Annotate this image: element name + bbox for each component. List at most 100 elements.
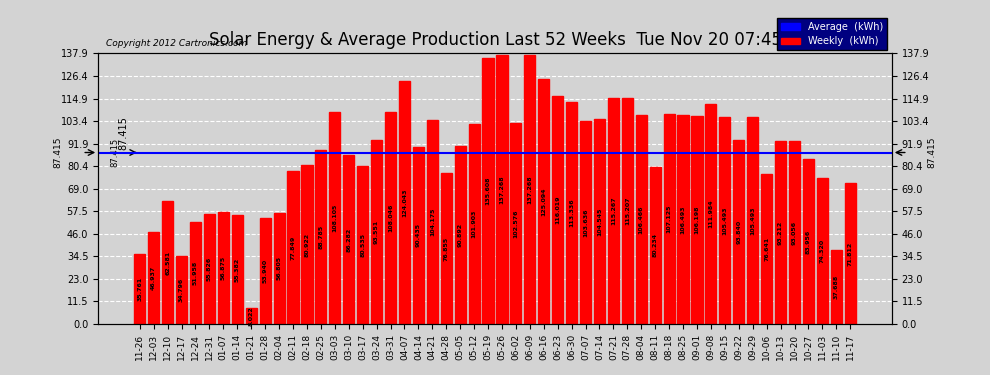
Text: 107.125: 107.125: [666, 205, 671, 233]
Bar: [176, 256, 187, 324]
Text: 37.688: 37.688: [834, 275, 839, 299]
Text: 137.268: 137.268: [528, 175, 533, 204]
Text: 104.545: 104.545: [597, 207, 602, 236]
Text: 90.892: 90.892: [457, 223, 462, 247]
Bar: [636, 115, 646, 324]
Bar: [287, 171, 299, 324]
Bar: [649, 166, 660, 324]
Bar: [385, 112, 396, 324]
Text: 93.551: 93.551: [374, 220, 379, 245]
Bar: [677, 115, 689, 324]
Bar: [525, 55, 536, 324]
Bar: [510, 123, 522, 324]
Bar: [789, 141, 800, 324]
Legend: Average  (kWh), Weekly  (kWh): Average (kWh), Weekly (kWh): [777, 18, 887, 50]
Bar: [844, 183, 855, 324]
Text: 87.415: 87.415: [928, 137, 937, 168]
Text: 108.046: 108.046: [388, 204, 393, 232]
Text: 106.466: 106.466: [639, 206, 644, 234]
Text: 105.493: 105.493: [750, 206, 755, 235]
Bar: [608, 98, 619, 324]
Text: 106.493: 106.493: [680, 205, 685, 234]
Text: 56.875: 56.875: [221, 256, 226, 280]
Text: 77.849: 77.849: [290, 236, 295, 260]
Bar: [259, 218, 270, 324]
Text: 76.855: 76.855: [444, 237, 448, 261]
Text: 137.268: 137.268: [500, 175, 505, 204]
Bar: [413, 147, 424, 324]
Text: 87.415: 87.415: [119, 116, 129, 150]
Bar: [273, 213, 285, 324]
Bar: [552, 96, 563, 324]
Text: 115.267: 115.267: [611, 196, 616, 225]
Bar: [691, 116, 703, 324]
Bar: [705, 104, 717, 324]
Text: 87.415: 87.415: [53, 137, 62, 168]
Bar: [734, 140, 744, 324]
Text: 34.796: 34.796: [179, 278, 184, 302]
Text: 93.840: 93.840: [737, 220, 742, 244]
Bar: [580, 121, 591, 324]
Bar: [135, 254, 146, 324]
Text: 86.282: 86.282: [346, 227, 351, 252]
Bar: [468, 124, 480, 324]
Bar: [496, 55, 508, 324]
Bar: [566, 102, 577, 324]
Text: 83.956: 83.956: [806, 230, 811, 254]
Bar: [539, 79, 549, 324]
Text: 62.581: 62.581: [165, 251, 170, 275]
Bar: [371, 141, 382, 324]
Text: 116.019: 116.019: [555, 196, 560, 225]
Text: 71.812: 71.812: [847, 242, 852, 266]
Bar: [817, 178, 828, 324]
Bar: [775, 141, 786, 324]
Bar: [218, 212, 229, 324]
Text: 80.234: 80.234: [652, 233, 657, 257]
Bar: [204, 214, 215, 324]
Bar: [190, 222, 201, 324]
Bar: [720, 117, 731, 324]
Text: 53.940: 53.940: [262, 259, 267, 283]
Text: 105.493: 105.493: [723, 206, 728, 235]
Text: 8.022: 8.022: [248, 306, 253, 326]
Text: 90.435: 90.435: [416, 223, 421, 248]
Bar: [594, 119, 605, 324]
Text: 55.382: 55.382: [235, 258, 240, 282]
Bar: [454, 146, 465, 324]
Bar: [357, 166, 368, 324]
Text: 46.937: 46.937: [151, 266, 156, 290]
Text: 135.608: 135.608: [485, 177, 490, 205]
Bar: [301, 165, 313, 324]
Bar: [663, 114, 675, 324]
Text: 51.958: 51.958: [193, 261, 198, 285]
Bar: [831, 250, 842, 324]
Bar: [747, 117, 758, 324]
Text: 103.636: 103.636: [583, 208, 588, 237]
Bar: [761, 174, 772, 324]
Text: 113.336: 113.336: [569, 198, 574, 227]
Text: 87.415: 87.415: [110, 138, 119, 167]
Title: Solar Energy & Average Production Last 52 Weeks  Tue Nov 20 07:45: Solar Energy & Average Production Last 5…: [209, 31, 781, 49]
Text: 104.175: 104.175: [430, 208, 435, 236]
Text: 93.056: 93.056: [792, 220, 797, 245]
Text: 108.105: 108.105: [333, 204, 338, 232]
Bar: [344, 155, 354, 324]
Text: 76.641: 76.641: [764, 237, 769, 261]
Text: 93.212: 93.212: [778, 220, 783, 245]
Bar: [399, 81, 410, 324]
Bar: [482, 58, 494, 324]
Text: 124.043: 124.043: [402, 188, 407, 217]
Text: 80.535: 80.535: [360, 233, 365, 257]
Text: 101.903: 101.903: [471, 210, 476, 238]
Bar: [232, 215, 243, 324]
Bar: [315, 150, 327, 324]
Bar: [803, 159, 814, 324]
Bar: [427, 120, 438, 324]
Bar: [246, 308, 256, 324]
Text: 125.094: 125.094: [542, 187, 546, 216]
Text: 102.576: 102.576: [514, 209, 519, 238]
Bar: [330, 112, 341, 324]
Text: 35.761: 35.761: [138, 277, 143, 301]
Text: 88.785: 88.785: [319, 225, 324, 249]
Text: 106.198: 106.198: [695, 206, 700, 234]
